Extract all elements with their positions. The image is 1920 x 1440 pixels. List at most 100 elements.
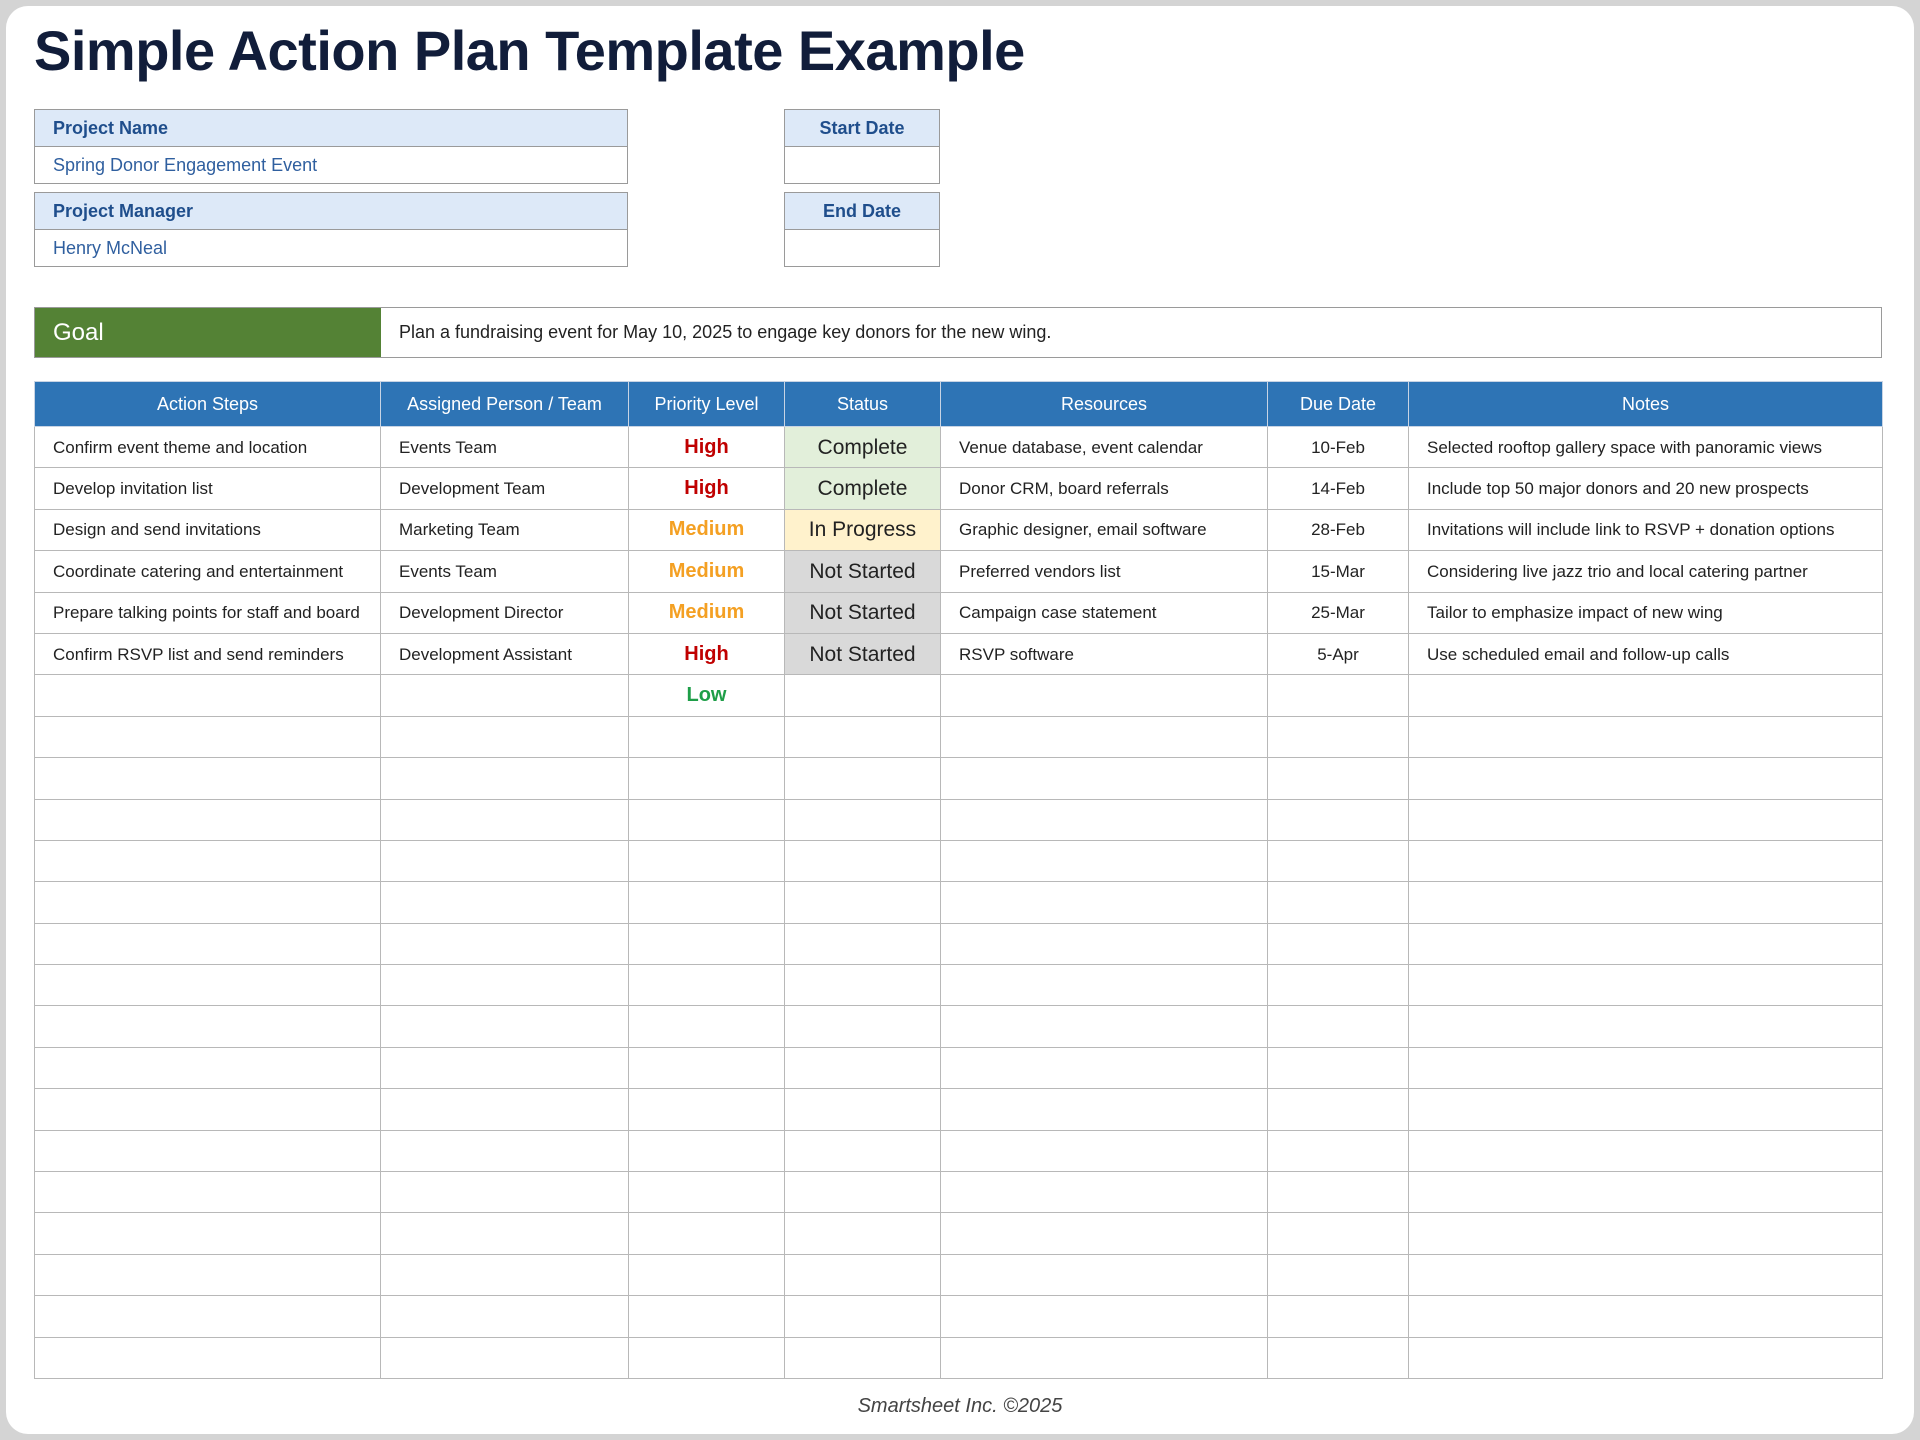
assigned-cell[interactable] bbox=[380, 1171, 629, 1214]
due-date-cell[interactable]: 28-Feb bbox=[1267, 508, 1409, 552]
action-step-cell[interactable] bbox=[34, 1088, 381, 1131]
assigned-cell[interactable] bbox=[380, 922, 629, 966]
priority-cell[interactable] bbox=[628, 1295, 785, 1338]
priority-cell[interactable]: High bbox=[628, 467, 785, 510]
resources-cell[interactable] bbox=[940, 922, 1268, 966]
resources-cell[interactable]: Graphic designer, email software bbox=[940, 508, 1268, 552]
action-step-cell[interactable] bbox=[34, 1171, 381, 1214]
resources-cell[interactable] bbox=[940, 1295, 1268, 1338]
notes-cell[interactable]: Tailor to emphasize impact of new wing bbox=[1408, 591, 1883, 634]
priority-cell[interactable]: High bbox=[628, 425, 785, 469]
due-date-cell[interactable]: 25-Mar bbox=[1267, 591, 1409, 634]
assigned-cell[interactable] bbox=[380, 798, 629, 841]
resources-cell[interactable]: Venue database, event calendar bbox=[940, 425, 1268, 469]
action-step-cell[interactable]: Confirm RSVP list and send reminders bbox=[34, 632, 381, 676]
due-date-cell[interactable] bbox=[1267, 839, 1409, 883]
project-name-field[interactable]: Spring Donor Engagement Event bbox=[53, 155, 318, 175]
action-step-cell[interactable] bbox=[34, 674, 381, 717]
notes-cell[interactable] bbox=[1408, 964, 1883, 1007]
due-date-cell[interactable] bbox=[1267, 715, 1409, 759]
resources-cell[interactable] bbox=[940, 1171, 1268, 1214]
assigned-cell[interactable] bbox=[380, 674, 629, 717]
assigned-cell[interactable] bbox=[380, 1088, 629, 1131]
due-date-cell[interactable] bbox=[1267, 674, 1409, 717]
assigned-cell[interactable] bbox=[380, 839, 629, 883]
due-date-cell[interactable] bbox=[1267, 1005, 1409, 1048]
resources-cell[interactable]: RSVP software bbox=[940, 632, 1268, 676]
assigned-cell[interactable]: Development Assistant bbox=[380, 632, 629, 676]
due-date-cell[interactable] bbox=[1267, 1088, 1409, 1131]
resources-cell[interactable] bbox=[940, 881, 1268, 924]
notes-cell[interactable] bbox=[1408, 881, 1883, 924]
action-step-cell[interactable] bbox=[34, 1129, 381, 1173]
priority-cell[interactable]: Low bbox=[628, 674, 785, 717]
resources-cell[interactable] bbox=[940, 839, 1268, 883]
resources-cell[interactable]: Donor CRM, board referrals bbox=[940, 467, 1268, 510]
notes-cell[interactable] bbox=[1408, 1171, 1883, 1214]
resources-cell[interactable] bbox=[940, 1212, 1268, 1255]
priority-cell[interactable] bbox=[628, 964, 785, 1007]
action-step-cell[interactable] bbox=[34, 1212, 381, 1255]
due-date-cell[interactable] bbox=[1267, 1295, 1409, 1338]
status-cell[interactable]: Not Started bbox=[784, 632, 941, 676]
status-cell[interactable] bbox=[784, 1336, 941, 1379]
priority-cell[interactable]: Medium bbox=[628, 550, 785, 593]
assigned-cell[interactable]: Marketing Team bbox=[380, 508, 629, 552]
project-manager-field[interactable]: Henry McNeal bbox=[53, 238, 168, 258]
resources-cell[interactable] bbox=[940, 1129, 1268, 1173]
resources-cell[interactable]: Preferred vendors list bbox=[940, 550, 1268, 593]
notes-cell[interactable]: Considering live jazz trio and local cat… bbox=[1408, 550, 1883, 593]
priority-cell[interactable]: High bbox=[628, 632, 785, 676]
priority-cell[interactable] bbox=[628, 1253, 785, 1297]
end-date-field[interactable] bbox=[785, 230, 939, 266]
due-date-cell[interactable] bbox=[1267, 881, 1409, 924]
priority-cell[interactable] bbox=[628, 1005, 785, 1048]
notes-cell[interactable] bbox=[1408, 798, 1883, 841]
assigned-cell[interactable] bbox=[380, 1253, 629, 1297]
priority-cell[interactable] bbox=[628, 715, 785, 759]
status-cell[interactable] bbox=[784, 1171, 941, 1214]
status-cell[interactable] bbox=[784, 922, 941, 966]
action-step-cell[interactable]: Develop invitation list bbox=[34, 467, 381, 510]
notes-cell[interactable] bbox=[1408, 1005, 1883, 1048]
action-step-cell[interactable] bbox=[34, 1046, 381, 1090]
status-cell[interactable]: In Progress bbox=[784, 508, 941, 552]
notes-cell[interactable] bbox=[1408, 757, 1883, 800]
assigned-cell[interactable] bbox=[380, 1005, 629, 1048]
status-cell[interactable] bbox=[784, 1005, 941, 1048]
resources-cell[interactable] bbox=[940, 964, 1268, 1007]
notes-cell[interactable] bbox=[1408, 1253, 1883, 1297]
action-step-cell[interactable] bbox=[34, 922, 381, 966]
notes-cell[interactable] bbox=[1408, 715, 1883, 759]
resources-cell[interactable]: Campaign case statement bbox=[940, 591, 1268, 634]
assigned-cell[interactable] bbox=[380, 757, 629, 800]
notes-cell[interactable]: Include top 50 major donors and 20 new p… bbox=[1408, 467, 1883, 510]
due-date-cell[interactable] bbox=[1267, 1212, 1409, 1255]
status-cell[interactable] bbox=[784, 798, 941, 841]
status-cell[interactable] bbox=[784, 881, 941, 924]
action-step-cell[interactable]: Coordinate catering and entertainment bbox=[34, 550, 381, 593]
status-cell[interactable] bbox=[784, 1253, 941, 1297]
priority-cell[interactable] bbox=[628, 922, 785, 966]
due-date-cell[interactable] bbox=[1267, 1171, 1409, 1214]
assigned-cell[interactable]: Events Team bbox=[380, 425, 629, 469]
action-step-cell[interactable] bbox=[34, 839, 381, 883]
due-date-cell[interactable]: 15-Mar bbox=[1267, 550, 1409, 593]
due-date-cell[interactable] bbox=[1267, 1129, 1409, 1173]
due-date-cell[interactable] bbox=[1267, 757, 1409, 800]
due-date-cell[interactable] bbox=[1267, 1253, 1409, 1297]
resources-cell[interactable] bbox=[940, 1005, 1268, 1048]
notes-cell[interactable]: Use scheduled email and follow-up calls bbox=[1408, 632, 1883, 676]
assigned-cell[interactable] bbox=[380, 1212, 629, 1255]
action-step-cell[interactable] bbox=[34, 757, 381, 800]
assigned-cell[interactable] bbox=[380, 715, 629, 759]
priority-cell[interactable] bbox=[628, 798, 785, 841]
due-date-cell[interactable]: 5-Apr bbox=[1267, 632, 1409, 676]
resources-cell[interactable] bbox=[940, 1046, 1268, 1090]
due-date-cell[interactable] bbox=[1267, 964, 1409, 1007]
status-cell[interactable] bbox=[784, 1046, 941, 1090]
notes-cell[interactable] bbox=[1408, 839, 1883, 883]
resources-cell[interactable] bbox=[940, 715, 1268, 759]
notes-cell[interactable]: Selected rooftop gallery space with pano… bbox=[1408, 425, 1883, 469]
notes-cell[interactable] bbox=[1408, 1129, 1883, 1173]
